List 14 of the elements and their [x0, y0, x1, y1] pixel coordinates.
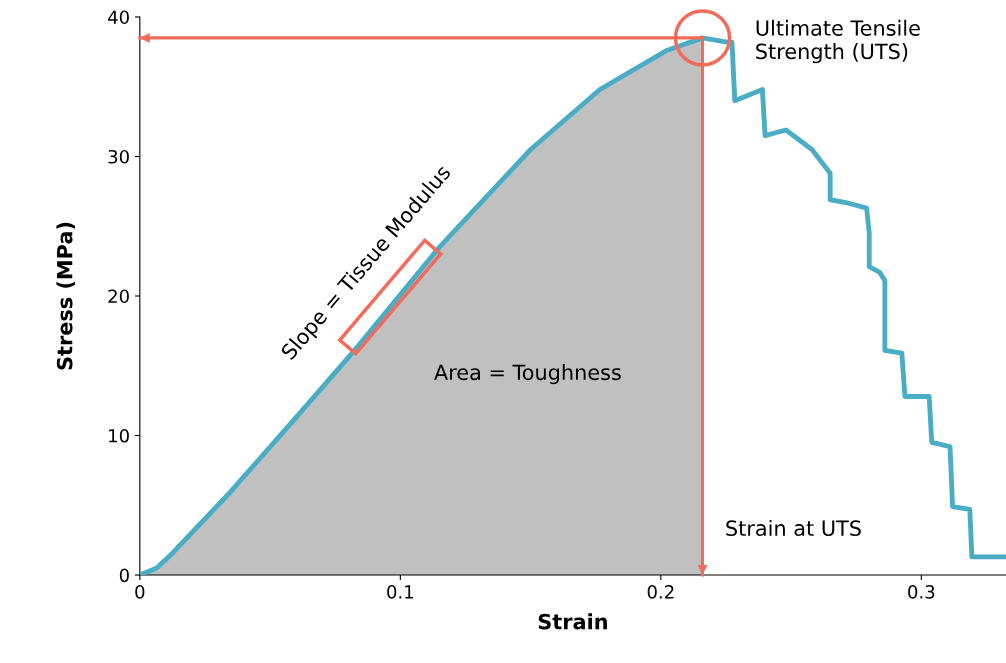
x-axis-title: Strain — [538, 613, 607, 630]
annotation: Ultimate Tensile Strength (UTS) — [756, 19, 920, 64]
y-tick-label: 30 — [108, 149, 129, 164]
annotation: Area = Toughness — [434, 364, 621, 385]
x-tick-label: 0.3 — [908, 585, 935, 599]
x-tick-label: 0.1 — [387, 585, 414, 599]
y-tick-label: 40 — [108, 10, 129, 25]
y-tick-label: 0 — [119, 568, 129, 583]
x-tick-label: 0 — [135, 585, 145, 599]
y-tick-label: 20 — [108, 289, 129, 304]
y-tick-label: 10 — [109, 428, 129, 443]
y-axis-title: Stress (MPa) — [56, 222, 75, 370]
x-tick-label: 0.2 — [647, 585, 674, 599]
annotation: Strain at UTS — [726, 519, 861, 537]
